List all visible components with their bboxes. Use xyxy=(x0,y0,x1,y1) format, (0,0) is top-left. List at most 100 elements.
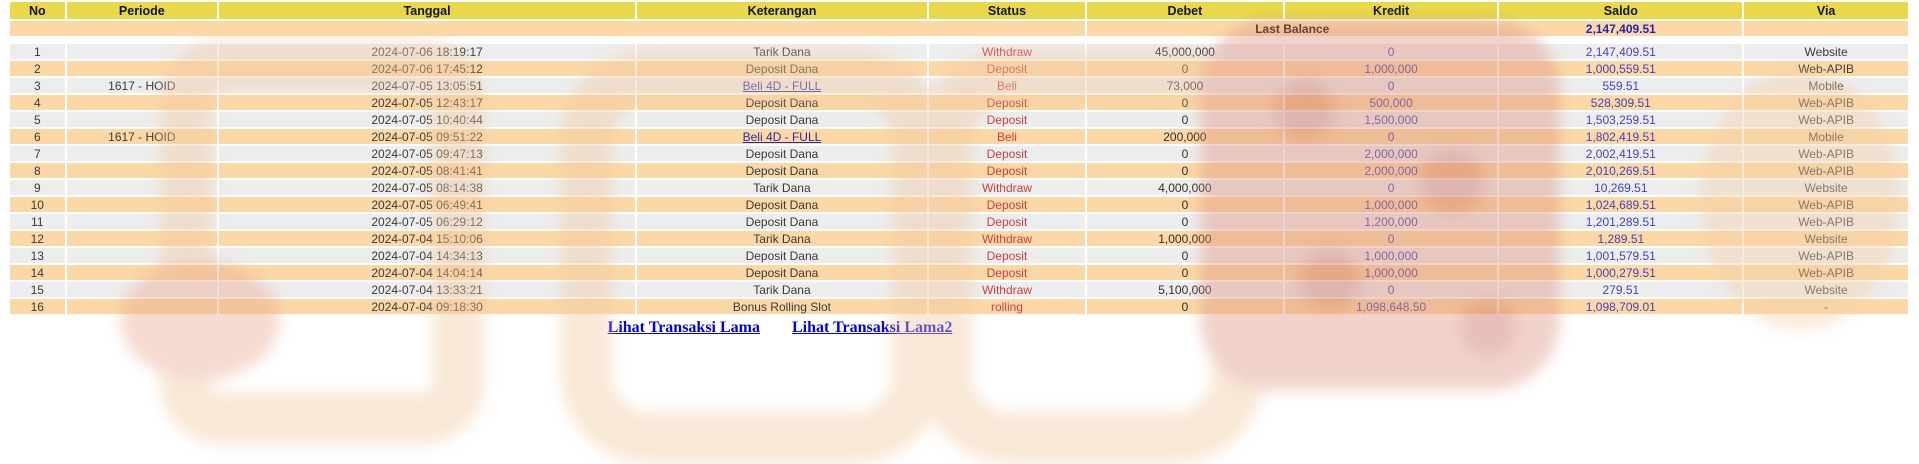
cell-status: Deposit xyxy=(928,112,1086,127)
cell-tanggal: 2024-07-04 14:04:14 xyxy=(219,265,636,280)
table-row: 5 2024-07-05 10:40:44 Deposit Dana Deposit 0… xyxy=(10,112,1908,127)
col-header-saldo: Saldo xyxy=(1499,2,1743,19)
table-row: 11 2024-07-05 06:29:12 Deposit Dana Deposit… xyxy=(10,214,1908,229)
cell-debet: 0 xyxy=(1087,248,1283,263)
cell-periode xyxy=(66,44,218,59)
table-row: 1 2024-07-06 18:19:17 Tarik Dana Withdraw 45… xyxy=(10,44,1908,59)
last-balance-via-empty xyxy=(1744,21,1908,36)
lihat-transaksi-lama2-link[interactable]: Lihat Transaksi Lama2 xyxy=(792,319,953,336)
cell-saldo: 1,024,689.51 xyxy=(1499,197,1743,212)
col-header-debet: Debet xyxy=(1087,2,1283,19)
cell-kredit: 1,098,648.50 xyxy=(1284,299,1498,314)
cell-status: Deposit xyxy=(928,95,1086,110)
cell-debet: 0 xyxy=(1087,265,1283,280)
cell-saldo: 2,147,409.51 xyxy=(1499,44,1743,59)
cell-debet: 73,000 xyxy=(1087,78,1283,93)
cell-no: 7 xyxy=(10,146,65,161)
cell-no: 15 xyxy=(10,282,65,297)
cell-keterangan: Deposit Dana xyxy=(637,61,927,76)
cell-saldo: 1,098,709.01 xyxy=(1499,299,1743,314)
cell-kredit: 1,000,000 xyxy=(1284,265,1498,280)
col-header-kredit: Kredit xyxy=(1284,2,1498,19)
cell-keterangan: Tarik Dana xyxy=(637,44,927,59)
transactions-page: No Periode Tanggal Keterangan Status Deb… xyxy=(0,0,1910,337)
cell-debet: 4,000,000 xyxy=(1087,180,1283,195)
cell-kredit: 500,000 xyxy=(1284,95,1498,110)
cell-tanggal: 2024-07-04 09:18:30 xyxy=(219,299,636,314)
cell-via: Web-APIB xyxy=(1744,61,1908,76)
cell-kredit: 1,000,000 xyxy=(1284,197,1498,212)
cell-tanggal: 2024-07-05 08:14:38 xyxy=(219,180,636,195)
cell-periode xyxy=(66,61,218,76)
table-row: 15 2024-07-04 13:33:21 Tarik Dana Withdraw 5… xyxy=(10,282,1908,297)
cell-status: Deposit xyxy=(928,248,1086,263)
table-row: 16 2024-07-04 09:18:30 Bonus Rolling Slot r… xyxy=(10,299,1908,314)
cell-debet: 5,100,000 xyxy=(1087,282,1283,297)
cell-debet: 200,000 xyxy=(1087,129,1283,144)
cell-periode xyxy=(66,112,218,127)
last-balance-value: 2,147,409.51 xyxy=(1499,21,1743,36)
cell-keterangan: Deposit Dana xyxy=(637,197,927,212)
cell-no: 11 xyxy=(10,214,65,229)
cell-saldo: 10,269.51 xyxy=(1499,180,1743,195)
cell-via: Website xyxy=(1744,44,1908,59)
cell-tanggal: 2024-07-04 13:33:21 xyxy=(219,282,636,297)
cell-status: Deposit xyxy=(928,146,1086,161)
cell-kredit: 0 xyxy=(1284,129,1498,144)
cell-via: Mobile xyxy=(1744,78,1908,93)
last-balance-row: Last Balance 2,147,409.51 xyxy=(10,21,1908,36)
cell-via: - xyxy=(1744,299,1908,314)
cell-periode xyxy=(66,299,218,314)
keterangan-link[interactable]: Beli 4D - FULL xyxy=(742,129,822,144)
cell-tanggal: 2024-07-06 18:19:17 xyxy=(219,44,636,59)
cell-periode xyxy=(66,146,218,161)
keterangan-link[interactable]: Beli 4D - FULL xyxy=(742,78,822,93)
cell-status: Withdraw xyxy=(928,180,1086,195)
cell-debet: 0 xyxy=(1087,214,1283,229)
cell-keterangan: Tarik Dana xyxy=(637,231,927,246)
col-header-status: Status xyxy=(928,2,1086,19)
cell-saldo: 1,001,579.51 xyxy=(1499,248,1743,263)
cell-via: Web-APIB xyxy=(1744,95,1908,110)
table-row: 12 2024-07-04 15:10:06 Tarik Dana Withdraw 1… xyxy=(10,231,1908,246)
cell-periode xyxy=(66,197,218,212)
cell-saldo: 1,000,279.51 xyxy=(1499,265,1743,280)
cell-keterangan: Deposit Dana xyxy=(637,265,927,280)
cell-tanggal: 2024-07-05 06:29:12 xyxy=(219,214,636,229)
cell-saldo: 279.51 xyxy=(1499,282,1743,297)
col-header-keterangan: Keterangan xyxy=(637,2,927,19)
cell-keterangan: Deposit Dana xyxy=(637,146,927,161)
cell-via: Mobile xyxy=(1744,129,1908,144)
cell-keterangan: Deposit Dana xyxy=(637,112,927,127)
cell-no: 10 xyxy=(10,197,65,212)
cell-status: Withdraw xyxy=(928,44,1086,59)
cell-status: Deposit xyxy=(928,61,1086,76)
cell-via: Website xyxy=(1744,231,1908,246)
cell-status: Beli xyxy=(928,78,1086,93)
cell-saldo: 2,010,269.51 xyxy=(1499,163,1743,178)
cell-no: 16 xyxy=(10,299,65,314)
cell-status: Beli xyxy=(928,129,1086,144)
footer-links: Lihat Transaksi Lama Lihat Transaksi Lam… xyxy=(0,319,1560,337)
cell-saldo: 1,000,559.51 xyxy=(1499,61,1743,76)
table-row: 3 1617 - HOID 2024-07-05 13:05:51 Beli 4D -… xyxy=(10,78,1908,93)
lihat-transaksi-lama-link[interactable]: Lihat Transaksi Lama xyxy=(607,319,760,336)
transactions-table: No Periode Tanggal Keterangan Status Deb… xyxy=(8,0,1910,316)
cell-periode xyxy=(66,282,218,297)
table-row: 13 2024-07-04 14:34:13 Deposit Dana Deposit… xyxy=(10,248,1908,263)
cell-kredit: 0 xyxy=(1284,231,1498,246)
cell-periode xyxy=(66,95,218,110)
cell-periode xyxy=(66,265,218,280)
cell-tanggal: 2024-07-05 09:47:13 xyxy=(219,146,636,161)
cell-debet: 0 xyxy=(1087,146,1283,161)
cell-periode xyxy=(66,248,218,263)
cell-status: Deposit xyxy=(928,163,1086,178)
cell-periode xyxy=(66,214,218,229)
cell-no: 3 xyxy=(10,78,65,93)
cell-keterangan: Deposit Dana xyxy=(637,163,927,178)
cell-keterangan: Bonus Rolling Slot xyxy=(637,299,927,314)
cell-via: Web-APIB xyxy=(1744,163,1908,178)
cell-keterangan: Beli 4D - FULL xyxy=(637,78,927,93)
cell-keterangan: Tarik Dana xyxy=(637,282,927,297)
cell-via: Web-APIB xyxy=(1744,112,1908,127)
